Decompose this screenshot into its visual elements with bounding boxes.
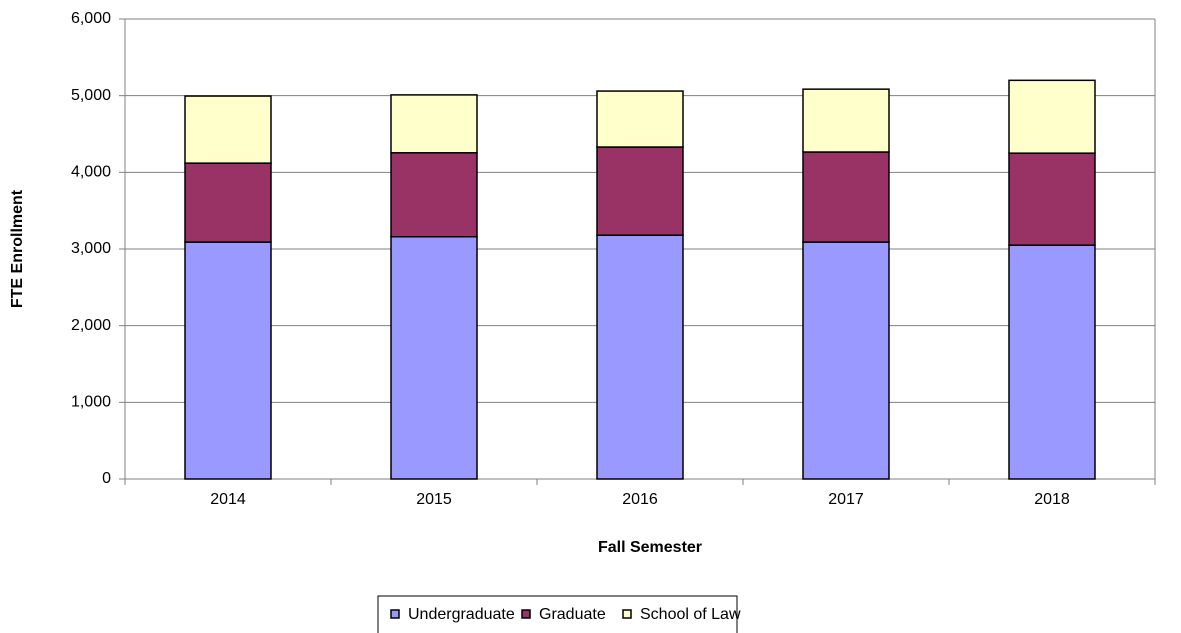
x-tick-label: 2014 — [210, 491, 246, 508]
y-tick-label: 0 — [102, 470, 111, 487]
y-axis-title: FTE Enrollment — [9, 189, 26, 308]
bar-segment — [802, 88, 890, 153]
x-tick-label: 2018 — [1034, 491, 1070, 508]
y-tick-label: 2,000 — [71, 317, 111, 334]
y-tick-label: 4,000 — [71, 164, 111, 181]
y-tick-label: 1,000 — [71, 394, 111, 411]
x-tick-label: 2016 — [622, 491, 658, 508]
legend-swatch — [390, 609, 400, 619]
bar-segment — [184, 95, 272, 164]
legend-swatch — [521, 609, 531, 619]
bar-segment — [1008, 152, 1096, 246]
legend-swatch — [622, 609, 632, 619]
x-tick-label: 2017 — [828, 491, 864, 508]
bar-segment — [596, 90, 684, 148]
bar-segment — [390, 235, 478, 480]
x-axis-title: Fall Semester — [598, 539, 702, 556]
bar-segment — [802, 241, 890, 480]
bar-segment — [390, 152, 478, 238]
x-tick-label: 2015 — [416, 491, 452, 508]
y-tick-label: 3,000 — [71, 240, 111, 257]
y-tick-label: 5,000 — [71, 87, 111, 104]
bar-segment — [1008, 79, 1096, 154]
bar-segment — [184, 162, 272, 243]
y-tick-label: 6,000 — [71, 10, 111, 27]
bar-segment — [802, 151, 890, 243]
bar-segment — [184, 241, 272, 480]
bar-segment — [390, 94, 478, 154]
legend-box — [377, 595, 738, 633]
bar-segment — [1008, 244, 1096, 480]
bar-segment — [596, 146, 684, 236]
legend-label: School of Law — [640, 606, 741, 623]
legend-label: Graduate — [539, 606, 606, 623]
legend-label: Undergraduate — [408, 606, 515, 623]
bar-segment — [596, 234, 684, 480]
